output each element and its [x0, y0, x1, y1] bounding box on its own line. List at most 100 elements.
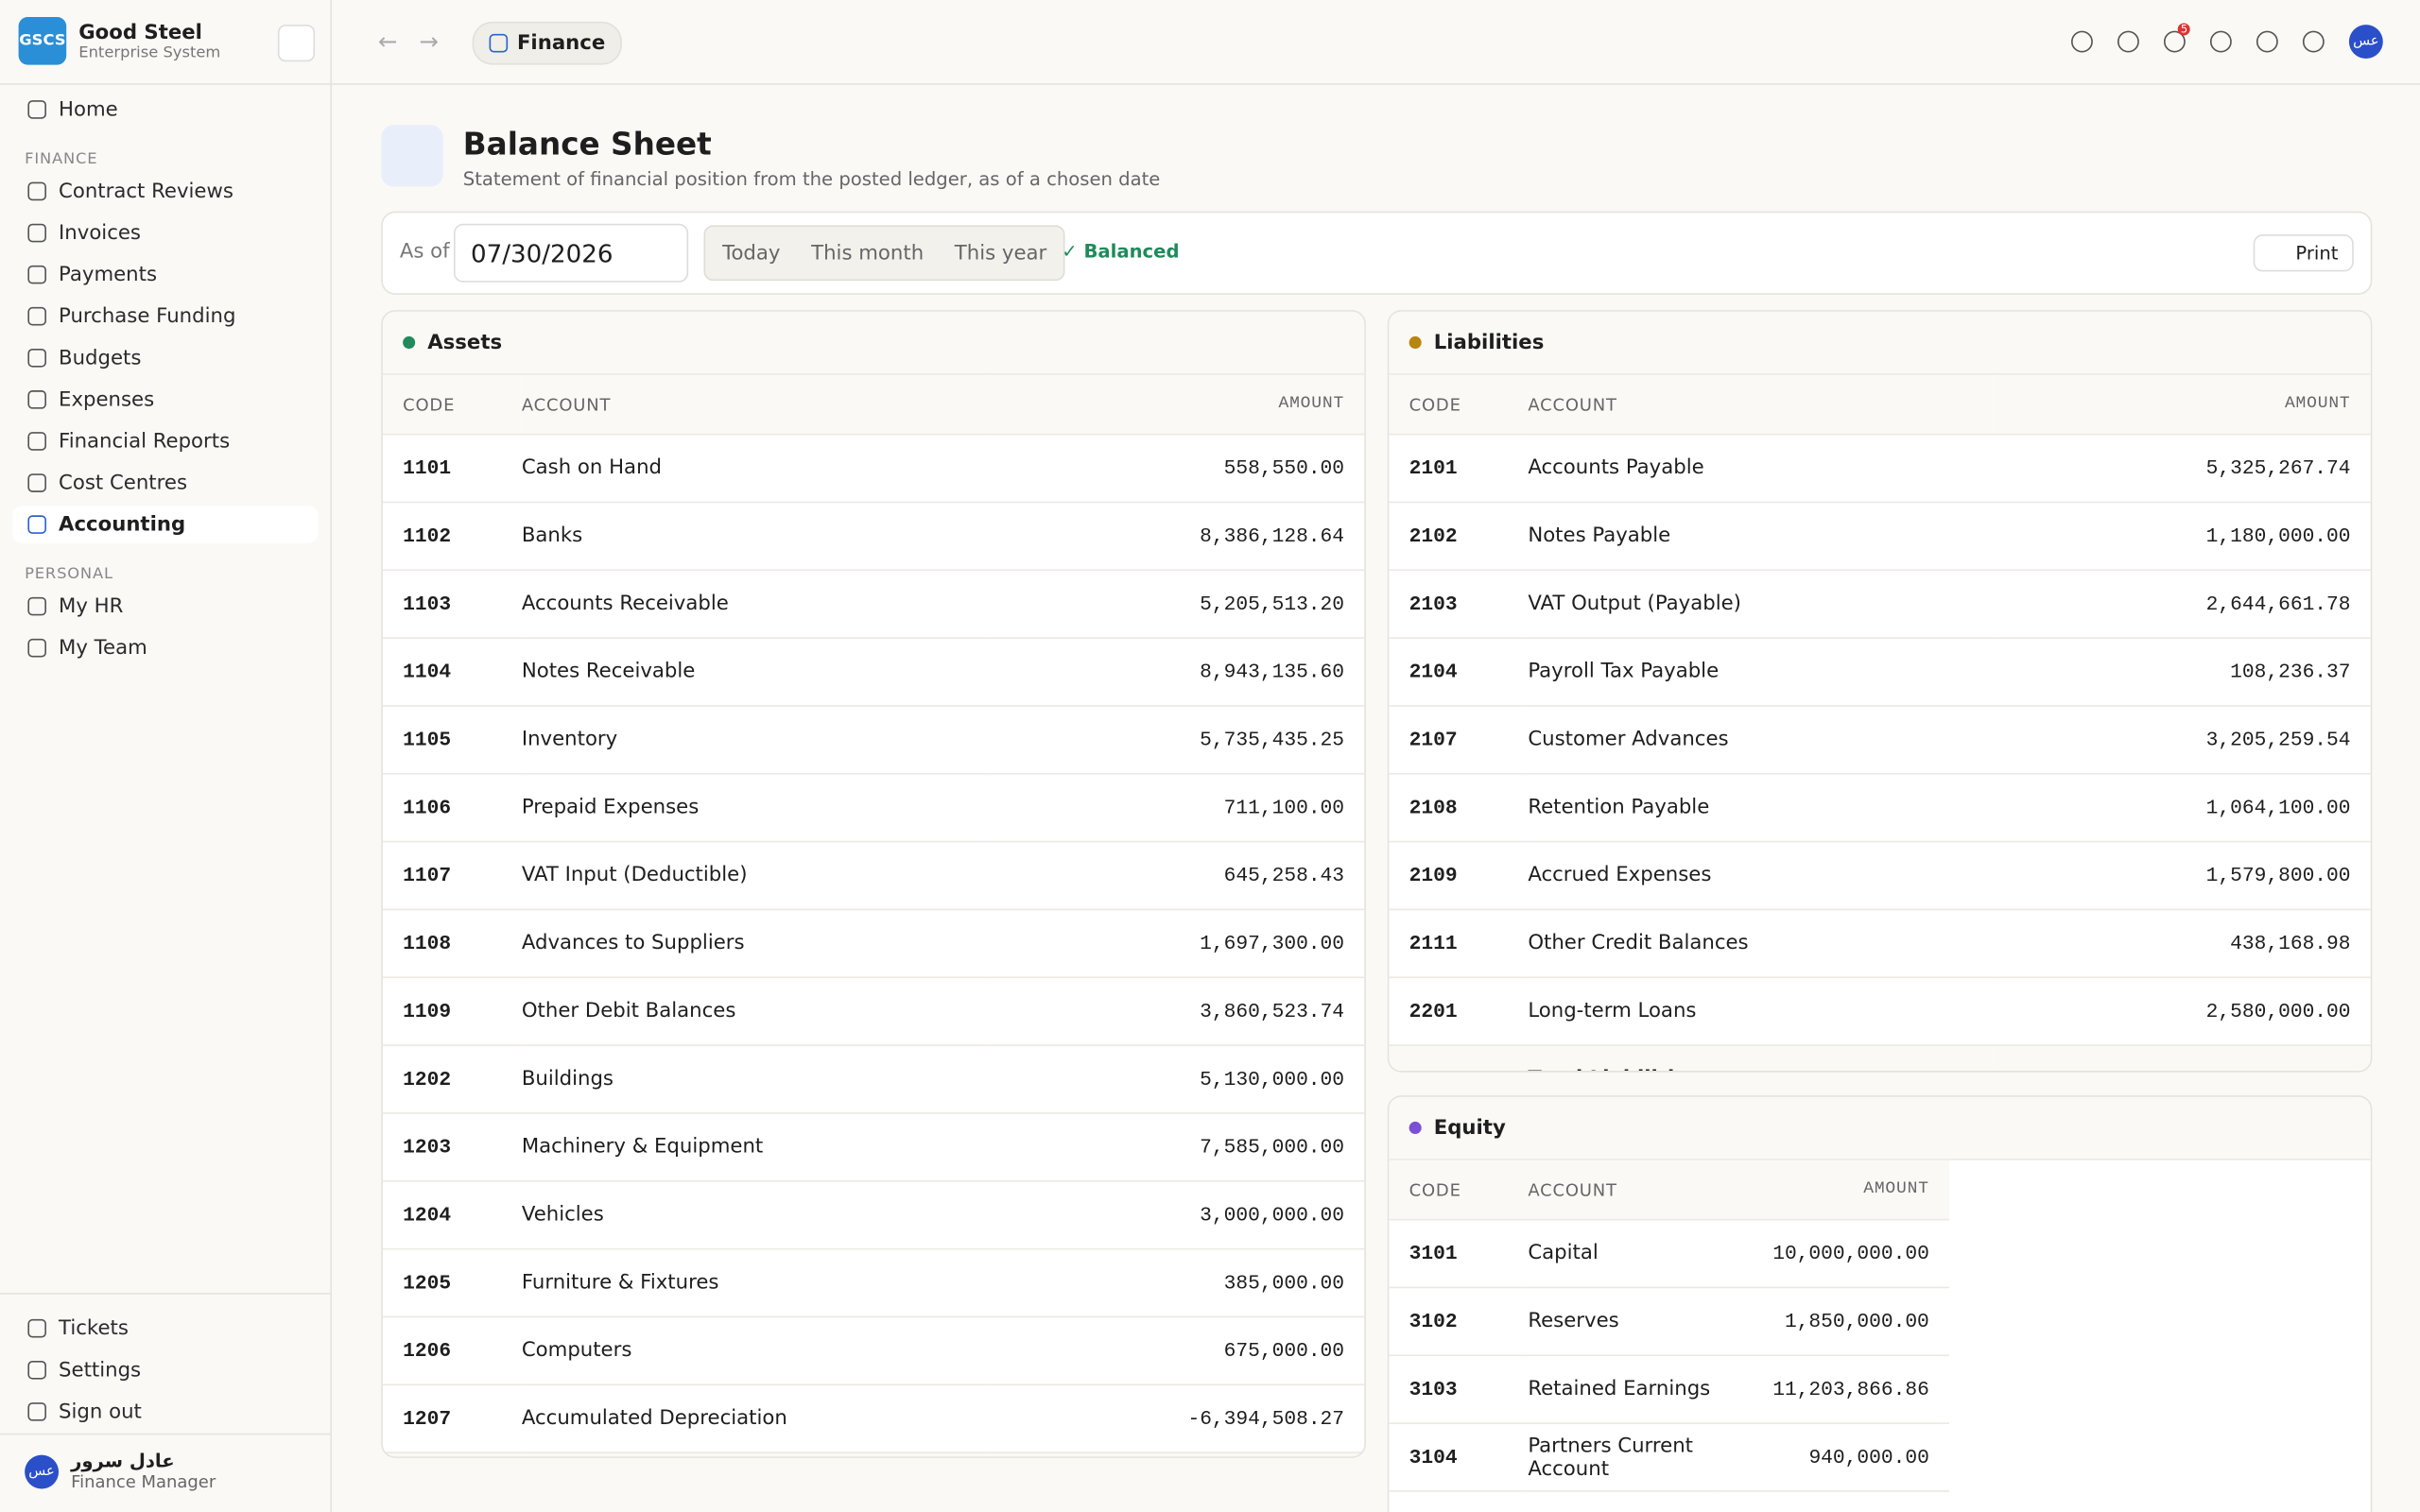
card-header: Liabilities — [1389, 311, 2371, 375]
nav-label: Cost Centres — [59, 471, 188, 495]
cell: Other Credit Balances — [1526, 909, 1993, 979]
row: 1107 VAT Input (Deductible) 645,258.43 — [382, 841, 1365, 911]
cell: 10,000,000.00 — [1714, 1219, 1950, 1289]
nav-icon — [27, 638, 46, 658]
nav-icon — [27, 306, 46, 326]
cell: Buildings — [520, 1045, 987, 1114]
cell: Reserves — [1526, 1287, 1715, 1357]
row: 1103 Accounts Receivable 5,205,513.20 — [382, 570, 1365, 639]
cell: 2103 — [1389, 570, 1527, 639]
preset-button[interactable]: Today — [722, 241, 781, 265]
cell: 5,205,513.20 — [986, 570, 1365, 639]
cell: 1106 — [382, 773, 521, 843]
nav-bottom: Tickets Settings Sign out — [12, 1308, 318, 1435]
sep — [0, 83, 331, 85]
page-subtitle: Statement of financial position from the… — [462, 167, 1161, 190]
row: 2101 Accounts Payable 5,325,267.74 — [1389, 434, 2371, 504]
cell: Capital — [1526, 1219, 1715, 1289]
nav-icon — [27, 1402, 46, 1421]
total-label: Total Liabilities — [1526, 1045, 1993, 1072]
cell: 1206 — [382, 1316, 521, 1386]
top-avatar[interactable]: عس — [2348, 25, 2383, 60]
nav-icon — [27, 596, 46, 616]
row: 1105 Inventory 5,735,435.25 — [382, 705, 1365, 775]
row: 1202 Buildings 5,130,000.00 — [382, 1045, 1365, 1114]
nav-item[interactable]: My HR — [12, 588, 318, 625]
top-icon[interactable] — [2117, 30, 2139, 53]
row: 1206 Computers 675,000.00 — [382, 1316, 1365, 1386]
crumb-icon — [489, 33, 509, 53]
cell: 2201 — [1389, 977, 1527, 1046]
nav-label: Tickets — [59, 1316, 129, 1340]
cell: 1,850,000.00 — [1714, 1287, 1950, 1357]
row: 3103 Retained Earnings 11,203,866.86 — [1389, 1355, 1950, 1424]
top-icon[interactable] — [2256, 30, 2278, 53]
user-role: Finance Manager — [71, 1471, 216, 1492]
cell: 1108 — [382, 909, 521, 979]
dot — [403, 335, 416, 349]
row: 2102 Notes Payable 1,180,000.00 — [1389, 502, 2371, 572]
user-name: عادل سرور — [71, 1450, 175, 1472]
nav-item[interactable]: Home — [12, 91, 318, 128]
cell: 5,130,000.00 — [986, 1045, 1365, 1114]
nav-item[interactable]: Cost Centres — [12, 464, 318, 501]
cell: 5,735,435.25 — [986, 705, 1365, 775]
equity-card: Equity CODE ACCOUNT AMOUNT 3101 Capital 10,000… — [1387, 1095, 2373, 1512]
breadcrumb[interactable]: Finance — [472, 21, 623, 65]
nav-item[interactable]: Accounting — [12, 506, 319, 543]
nav-arrows[interactable]: ←→ — [377, 27, 460, 56]
total-value: 18,125,494.41 — [1992, 1045, 2371, 1072]
print-button[interactable]: Print — [2254, 234, 2354, 272]
total-row: Total Assets46,123,436.59 — [382, 1452, 1365, 1457]
header-icon — [381, 125, 443, 187]
top-icon[interactable] — [2209, 30, 2232, 53]
nav-item[interactable]: Budgets — [12, 339, 318, 376]
dot — [1409, 335, 1422, 349]
nav-item[interactable]: Financial Reports — [12, 422, 318, 459]
collapse-button[interactable] — [277, 25, 316, 62]
nav-item[interactable]: Sign out — [12, 1393, 318, 1430]
nav-item[interactable]: Purchase Funding — [12, 298, 318, 335]
column-header: AMOUNT — [1992, 374, 2371, 436]
cell: 385,000.00 — [986, 1248, 1365, 1318]
cell: Vehicles — [520, 1180, 987, 1250]
brand-text: Good Steel Enterprise System — [78, 21, 220, 60]
cell: 3,000,000.00 — [986, 1180, 1365, 1250]
nav-item[interactable]: Settings — [12, 1351, 318, 1388]
row: 2201 Long-term Loans 2,580,000.00 — [1389, 977, 2371, 1046]
nav-item[interactable]: Expenses — [12, 381, 318, 418]
nav-item[interactable]: Tickets — [12, 1310, 318, 1347]
top-icon[interactable] — [2071, 30, 2093, 53]
cell: Other Debit Balances — [520, 977, 987, 1046]
cell: 3104 — [1389, 1423, 1527, 1492]
nav-label: Settings — [59, 1358, 142, 1383]
preset-button[interactable]: This month — [811, 241, 925, 265]
date-input[interactable]: 07/30/2026 — [453, 223, 689, 283]
cell: 2104 — [1389, 638, 1527, 707]
total-label: Total Assets — [520, 1452, 987, 1457]
nav-item[interactable]: Payments — [12, 256, 318, 293]
nav-item[interactable]: Invoices — [12, 215, 318, 251]
sep — [0, 1293, 331, 1295]
cell: 5,325,267.74 — [1992, 434, 2371, 504]
cell: Accumulated Depreciation — [520, 1384, 987, 1453]
total-row: Total Liabilities18,125,494.41 — [1389, 1045, 2371, 1072]
cell: -6,394,508.27 — [986, 1384, 1365, 1453]
liabilities-card: Liabilities CODE ACCOUNT AMOUNT 2101 Accounts… — [1387, 310, 2373, 1073]
preset-button[interactable]: This year — [954, 241, 1047, 265]
nav-label: Contract Reviews — [59, 180, 233, 203]
cell: 108,236.37 — [1992, 638, 2371, 707]
nav-label: Sign out — [59, 1400, 142, 1424]
cell: Prepaid Expenses — [520, 773, 987, 843]
top-icon[interactable] — [2302, 30, 2325, 53]
cell: 1109 — [382, 977, 521, 1046]
cell: Banks — [520, 502, 987, 572]
cell: 3102 — [1389, 1287, 1527, 1357]
nav-item[interactable]: My Team — [12, 629, 318, 666]
header-row: CODE ACCOUNT AMOUNT — [1389, 1160, 1950, 1221]
top-icon[interactable]: 5 — [2163, 23, 2191, 53]
cell: 1101 — [382, 434, 521, 504]
nav-item[interactable]: Contract Reviews — [12, 173, 318, 210]
brand-subtitle: Enterprise System — [78, 43, 221, 61]
cell: 645,258.43 — [986, 841, 1365, 911]
